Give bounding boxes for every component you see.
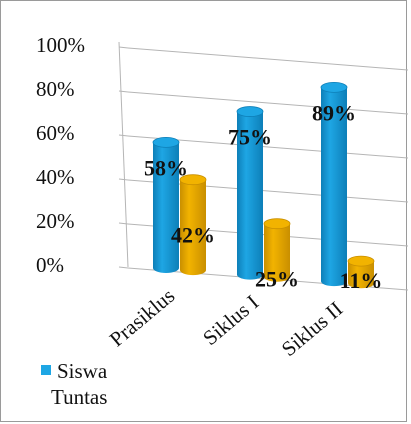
y-tick-label-0: 0% (36, 253, 64, 277)
gridline (127, 47, 409, 71)
axis-wall-edge (118, 41, 129, 268)
data-label-prasiklus-series-2: 42% (171, 223, 215, 248)
category-label-siklus-ii: Siklus II (277, 297, 347, 362)
bar-siklus-i-series-2-body (264, 223, 290, 282)
data-label-siklus-i-series-1: 75% (228, 125, 272, 150)
bar-siklus-ii-series-2 (347, 255, 375, 289)
data-labels: 58% 42% 75% 25% 89% 11% (144, 100, 382, 293)
gridline-depth (118, 178, 129, 181)
gridline (127, 91, 409, 115)
gridline-depth (118, 222, 129, 225)
category-label-siklus-i: Siklus I (198, 290, 263, 350)
legend-label-line2: Tuntas (51, 385, 108, 409)
y-tick-label-80: 80% (36, 77, 75, 101)
y-tick-label-40: 40% (36, 165, 75, 189)
y-tick-label-60: 60% (36, 121, 75, 145)
bar-siklus-ii-series-2-top (347, 255, 375, 267)
bar-siklus-i-series-1 (236, 106, 264, 280)
bar-prasiklus-series-1 (152, 136, 180, 273)
bar-siklus-ii-series-1-body (321, 87, 347, 287)
bar-siklus-i-series-1-body (237, 111, 263, 280)
bar-prasiklus-series-2 (179, 174, 207, 276)
bars (152, 81, 375, 289)
data-label-siklus-i-series-2: 25% (255, 267, 299, 292)
x-axis-categories: Prasiklus Siklus I Siklus II (105, 283, 347, 361)
data-label-prasiklus-series-1: 58% (144, 155, 188, 180)
bar-prasiklus-series-1-top (152, 136, 180, 148)
gridline-depth (118, 266, 129, 269)
legend: Siswa Tuntas (41, 358, 107, 410)
bar-prasiklus-series-2-top (179, 174, 207, 186)
gridline-depth (118, 46, 129, 49)
gridline-depth (118, 90, 129, 93)
category-label-prasiklus: Prasiklus (105, 283, 179, 351)
bar-prasiklus-series-2-body (180, 179, 206, 276)
bar-siklus-ii-series-1 (320, 81, 348, 287)
bar-siklus-ii-series-1-top (320, 81, 348, 93)
gridline-depth (118, 134, 129, 137)
data-label-siklus-ii-series-2: 11% (340, 268, 383, 293)
bar-siklus-i-series-2 (263, 218, 291, 282)
y-tick-label-20: 20% (36, 209, 75, 233)
y-axis-ticks: 0% 20% 40% 60% 80% 100% (36, 33, 85, 277)
bar-siklus-i-series-1-top (236, 106, 264, 117)
legend-swatch (41, 365, 51, 375)
y-tick-label-100: 100% (36, 33, 85, 57)
data-label-siklus-ii-series-1: 89% (312, 100, 356, 125)
legend-entry-siswa-tuntas: Siswa (41, 358, 107, 384)
bar-prasiklus-series-1-body (153, 142, 179, 273)
bar-siklus-i-series-2-top (263, 218, 291, 230)
legend-label-line1: Siswa (57, 359, 108, 383)
bar-siklus-ii-series-2-body (348, 261, 374, 289)
